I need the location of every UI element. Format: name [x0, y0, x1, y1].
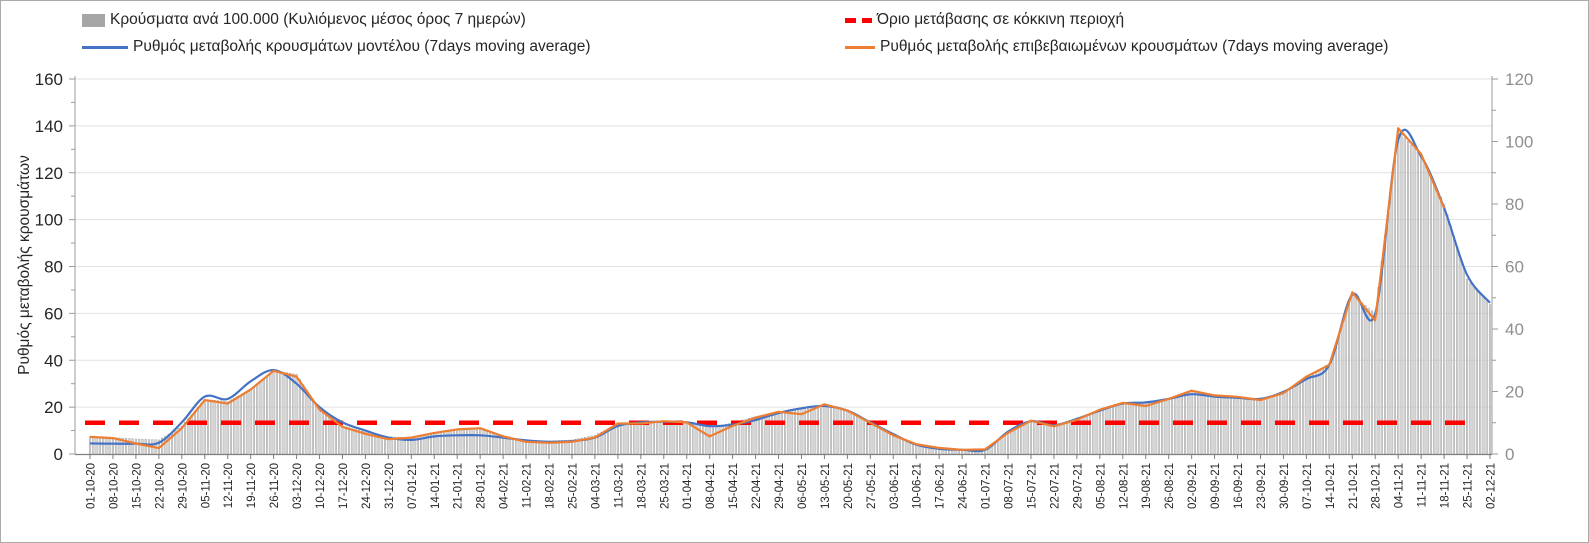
legend-label: Ρυθμός μεταβολής κρουσμάτων μοντέλου (7d…: [133, 38, 591, 55]
legend-item-model-rate: Ρυθμός μεταβολής κρουσμάτων μοντέλου (7d…: [82, 38, 591, 56]
svg-text:29-04-21: 29-04-21: [774, 463, 786, 509]
svg-text:16-09-21: 16-09-21: [1233, 463, 1245, 509]
svg-text:08-10-20: 08-10-20: [109, 463, 121, 509]
svg-text:04-03-21: 04-03-21: [590, 463, 602, 509]
legend-label: Όριο μετάβασης σε κόκκινη περιοχή: [877, 11, 1125, 28]
svg-text:100: 100: [1505, 133, 1533, 152]
svg-text:03-06-21: 03-06-21: [889, 463, 901, 509]
svg-text:20-05-21: 20-05-21: [843, 463, 855, 509]
svg-text:100: 100: [35, 211, 63, 230]
svg-text:19-11-20: 19-11-20: [246, 463, 258, 508]
svg-text:12-11-20: 12-11-20: [223, 463, 235, 508]
svg-text:120: 120: [1505, 70, 1533, 89]
svg-text:02-09-21: 02-09-21: [1187, 463, 1199, 509]
svg-text:04-11-21: 04-11-21: [1394, 463, 1406, 508]
svg-text:01-04-21: 01-04-21: [682, 463, 694, 509]
svg-text:25-11-21: 25-11-21: [1463, 463, 1475, 508]
svg-text:10-06-21: 10-06-21: [912, 463, 924, 509]
svg-text:22-04-21: 22-04-21: [751, 463, 763, 509]
confirmed-line-swatch: [845, 45, 875, 49]
svg-text:14-10-21: 14-10-21: [1325, 463, 1337, 509]
bars-series: [88, 130, 1492, 455]
x-axis: 01-10-20 08-10-20 15-10-20 22-10-20 29-10-20…: [86, 454, 1498, 509]
svg-text:26-11-20: 26-11-20: [269, 463, 281, 508]
svg-text:80: 80: [1505, 195, 1524, 214]
svg-text:23-09-21: 23-09-21: [1256, 463, 1268, 509]
svg-text:09-09-21: 09-09-21: [1210, 463, 1222, 509]
y-axis-left: 0 20 40 60 80 100 120 140 160: [35, 70, 75, 464]
svg-text:29-10-20: 29-10-20: [177, 463, 189, 509]
svg-text:07-10-21: 07-10-21: [1302, 463, 1314, 509]
svg-text:13-05-21: 13-05-21: [820, 463, 832, 509]
svg-text:60: 60: [1505, 258, 1524, 277]
svg-text:80: 80: [44, 258, 63, 277]
svg-text:04-02-21: 04-02-21: [499, 463, 511, 509]
svg-text:25-02-21: 25-02-21: [568, 463, 580, 509]
svg-text:01-07-21: 01-07-21: [981, 463, 993, 509]
svg-text:18-02-21: 18-02-21: [545, 463, 557, 509]
svg-text:15-10-20: 15-10-20: [131, 463, 143, 509]
gridlines: [75, 78, 1492, 408]
svg-text:05-08-21: 05-08-21: [1095, 463, 1107, 509]
svg-text:03-12-20: 03-12-20: [292, 463, 304, 509]
svg-text:18-03-21: 18-03-21: [636, 463, 648, 509]
svg-text:40: 40: [44, 351, 63, 370]
confirmed-line-series: [89, 127, 1446, 451]
left-axis-title: Ρυθμός μεταβολής κρουσμάτων: [16, 155, 33, 375]
svg-text:21-01-21: 21-01-21: [453, 463, 465, 509]
svg-text:19-08-21: 19-08-21: [1141, 463, 1153, 509]
svg-text:02-12-21: 02-12-21: [1486, 463, 1498, 509]
model-line-swatch: [82, 45, 128, 49]
svg-text:0: 0: [54, 445, 63, 464]
svg-text:07-01-21: 07-01-21: [407, 463, 419, 509]
bar-series-swatch: [82, 13, 105, 27]
svg-text:27-05-21: 27-05-21: [866, 463, 878, 509]
svg-text:120: 120: [35, 164, 63, 183]
svg-text:15-07-21: 15-07-21: [1027, 463, 1039, 509]
svg-text:140: 140: [35, 117, 63, 136]
svg-text:28-01-21: 28-01-21: [476, 463, 488, 509]
svg-text:21-10-21: 21-10-21: [1348, 463, 1360, 509]
legend-label: Κρούσματα ανά 100.000 (Κυλιόμενος μέσος …: [110, 11, 526, 28]
legend-item-cases-per-100k: Κρούσματα ανά 100.000 (Κυλιόμενος μέσος …: [82, 11, 526, 29]
svg-text:28-10-21: 28-10-21: [1371, 463, 1383, 509]
svg-text:15-04-21: 15-04-21: [728, 463, 740, 509]
svg-text:160: 160: [35, 70, 63, 89]
svg-text:11-03-21: 11-03-21: [613, 463, 625, 508]
svg-text:14-01-21: 14-01-21: [430, 463, 442, 509]
svg-text:25-03-21: 25-03-21: [659, 463, 671, 509]
svg-text:08-04-21: 08-04-21: [705, 463, 717, 509]
svg-text:01-10-20: 01-10-20: [86, 463, 98, 509]
svg-text:20: 20: [1505, 383, 1524, 402]
svg-text:17-06-21: 17-06-21: [935, 463, 947, 509]
svg-text:24-06-21: 24-06-21: [958, 463, 970, 509]
svg-text:11-11-21: 11-11-21: [1417, 463, 1429, 507]
svg-text:22-10-20: 22-10-20: [154, 463, 166, 509]
svg-text:10-12-20: 10-12-20: [315, 463, 327, 509]
svg-text:11-02-21: 11-02-21: [522, 463, 534, 508]
svg-text:06-05-21: 06-05-21: [797, 463, 809, 509]
svg-text:0: 0: [1505, 445, 1514, 464]
svg-text:24-12-20: 24-12-20: [361, 463, 373, 509]
legend-item-confirmed-rate: Ρυθμός μεταβολής επιβεβαιωμένων κρουσμάτ…: [845, 38, 1388, 56]
svg-text:17-12-20: 17-12-20: [338, 463, 350, 509]
svg-text:22-07-21: 22-07-21: [1049, 463, 1061, 509]
svg-text:31-12-20: 31-12-20: [384, 463, 396, 509]
svg-text:60: 60: [44, 304, 63, 323]
threshold-dash-swatch: [845, 17, 872, 23]
svg-text:18-11-21: 18-11-21: [1440, 463, 1452, 508]
svg-text:12-08-21: 12-08-21: [1118, 463, 1130, 509]
svg-text:05-11-20: 05-11-20: [200, 463, 212, 508]
svg-text:40: 40: [1505, 320, 1524, 339]
svg-text:26-08-21: 26-08-21: [1164, 463, 1176, 509]
svg-text:29-07-21: 29-07-21: [1072, 463, 1084, 509]
svg-text:20: 20: [44, 398, 63, 417]
legend-label: Ρυθμός μεταβολής επιβεβαιωμένων κρουσμάτ…: [880, 38, 1389, 55]
svg-text:08-07-21: 08-07-21: [1004, 463, 1016, 509]
y-axis-right: 0 20 40 60 80 100 120: [1492, 70, 1533, 464]
legend-item-red-threshold: Όριο μετάβασης σε κόκκινη περιοχή: [845, 11, 1124, 29]
svg-text:30-09-21: 30-09-21: [1279, 463, 1291, 509]
